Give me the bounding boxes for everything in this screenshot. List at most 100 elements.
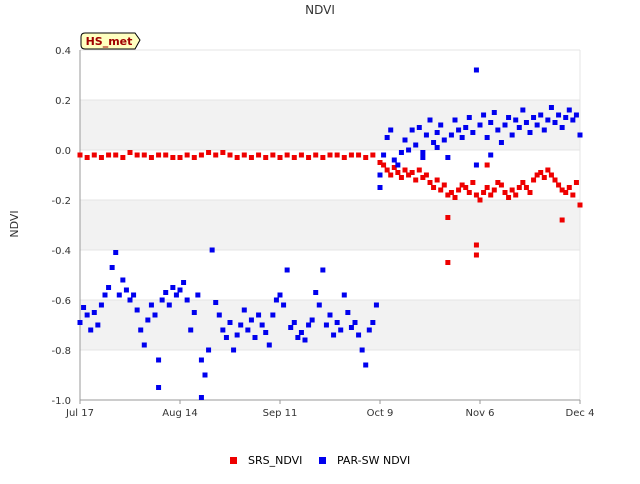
series-0: [77, 150, 583, 265]
legend: SRS_NDVI PAR-SW NDVI: [230, 454, 410, 467]
data-point: [466, 115, 472, 120]
data-point: [431, 185, 437, 190]
data-point: [384, 167, 390, 173]
data-point: [456, 127, 462, 133]
data-point: [334, 320, 340, 325]
data-point: [452, 195, 458, 200]
data-point: [438, 122, 444, 128]
data-point: [141, 152, 147, 158]
grid-band: [80, 200, 580, 250]
legend-label-par-sw: PAR-SW NDVI: [337, 454, 410, 467]
data-point: [338, 327, 344, 333]
y-tick-label: -0.8: [51, 346, 71, 357]
data-point: [313, 290, 319, 295]
data-point: [277, 155, 283, 160]
data-point: [348, 325, 354, 330]
data-point: [445, 192, 451, 198]
x-tick-label: Oct 9: [367, 408, 394, 419]
badge-shape: [80, 32, 141, 50]
data-point: [506, 115, 512, 120]
data-point: [391, 157, 397, 163]
data-point: [484, 185, 490, 190]
data-point: [570, 192, 576, 198]
data-point: [481, 112, 487, 118]
data-point: [348, 152, 354, 158]
data-point: [416, 125, 422, 130]
data-point: [166, 302, 172, 308]
data-point: [402, 137, 408, 143]
data-point: [213, 300, 219, 305]
data-point: [456, 187, 462, 193]
data-point: [231, 347, 237, 353]
data-point: [341, 292, 347, 298]
data-point: [98, 155, 104, 160]
data-point: [473, 252, 479, 258]
legend-marker-par-sw: [319, 457, 326, 464]
data-point: [423, 172, 429, 178]
data-point: [434, 177, 440, 183]
data-point: [416, 167, 422, 173]
data-point: [77, 320, 83, 325]
data-points: [77, 67, 583, 400]
data-point: [134, 152, 140, 158]
data-point: [488, 192, 494, 198]
data-point: [270, 152, 276, 158]
data-point: [148, 155, 154, 160]
data-point: [306, 322, 312, 328]
data-point: [281, 302, 287, 308]
data-point: [513, 117, 519, 123]
data-point: [109, 265, 115, 270]
data-point: [573, 112, 579, 118]
data-point: [441, 137, 447, 143]
data-point: [359, 347, 365, 353]
data-point: [91, 310, 97, 315]
legend-label-srs: SRS_NDVI: [248, 454, 302, 467]
data-point: [370, 320, 376, 325]
data-point: [366, 327, 372, 333]
data-point: [145, 317, 151, 323]
data-point: [309, 317, 315, 323]
data-point: [248, 317, 254, 323]
y-tick-label: -0.2: [51, 196, 71, 207]
data-point: [177, 155, 183, 160]
data-point: [198, 395, 204, 400]
y-tick-labels: 0.4 0.2 0.0 -0.2 -0.4 -0.6 -0.8 -1.0: [51, 46, 71, 407]
data-point: [556, 112, 562, 118]
data-point: [559, 217, 565, 223]
chart-title: NDVI: [305, 3, 335, 17]
data-point: [463, 185, 469, 190]
data-point: [241, 152, 247, 158]
data-point: [381, 162, 387, 168]
data-point: [463, 125, 469, 130]
data-point: [406, 147, 412, 153]
data-point: [388, 172, 394, 178]
data-point: [138, 327, 144, 333]
data-point: [577, 132, 583, 138]
data-point: [106, 152, 112, 158]
y-tick-label: 0.2: [55, 96, 71, 107]
data-point: [177, 287, 183, 293]
data-point: [127, 297, 133, 303]
data-point: [313, 152, 319, 158]
data-point: [256, 312, 262, 318]
data-point: [363, 362, 369, 368]
data-point: [316, 302, 322, 308]
data-point: [141, 342, 147, 348]
data-point: [106, 285, 112, 290]
data-point: [277, 292, 283, 298]
data-point: [413, 142, 419, 148]
data-point: [131, 292, 137, 298]
data-point: [452, 117, 458, 123]
legend-marker-srs: [230, 457, 237, 464]
data-point: [266, 342, 272, 348]
data-point: [563, 115, 569, 120]
data-point: [491, 187, 497, 193]
data-point: [459, 135, 465, 140]
data-point: [206, 150, 212, 155]
data-point: [466, 190, 472, 195]
data-point: [356, 152, 362, 158]
data-point: [427, 117, 433, 123]
data-point: [566, 107, 572, 113]
